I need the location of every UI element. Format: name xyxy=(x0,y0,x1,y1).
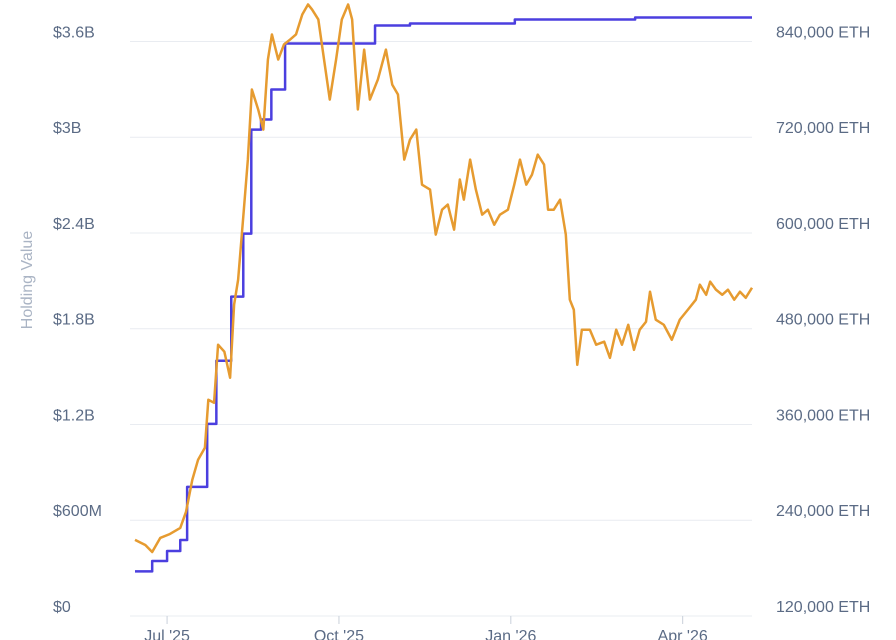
y-tick-label: $600M xyxy=(53,503,102,520)
y2-tick-label: 720,000 ETH xyxy=(776,120,870,137)
series-line xyxy=(135,16,752,573)
y-tick-label: $1.8B xyxy=(53,312,95,329)
y2-tick-label: 240,000 ETH xyxy=(776,503,870,520)
y-axis-title: Holding Value xyxy=(19,231,36,330)
y-tick-label: $1.2B xyxy=(53,407,95,424)
x-tick-label: Apr '26 xyxy=(658,628,708,640)
x-tick-label: Oct '25 xyxy=(314,628,364,640)
series-line xyxy=(134,3,754,554)
y-tick-label: $2.4B xyxy=(53,216,95,233)
x-tick-label: Jul '25 xyxy=(144,628,190,640)
y2-tick-label: 120,000 ETH xyxy=(776,599,870,616)
y2-tick-label: 360,000 ETH xyxy=(776,407,870,424)
y-tick-label: $0 xyxy=(53,599,71,616)
y2-tick-label: 600,000 ETH xyxy=(776,216,870,233)
x-tick-label: Jan '26 xyxy=(485,628,536,640)
y-tick-label: $3B xyxy=(53,120,81,137)
y2-tick-label: 840,000 ETH xyxy=(776,24,870,41)
y2-tick-label: 480,000 ETH xyxy=(776,312,870,329)
y-tick-label: $3.6B xyxy=(53,24,95,41)
